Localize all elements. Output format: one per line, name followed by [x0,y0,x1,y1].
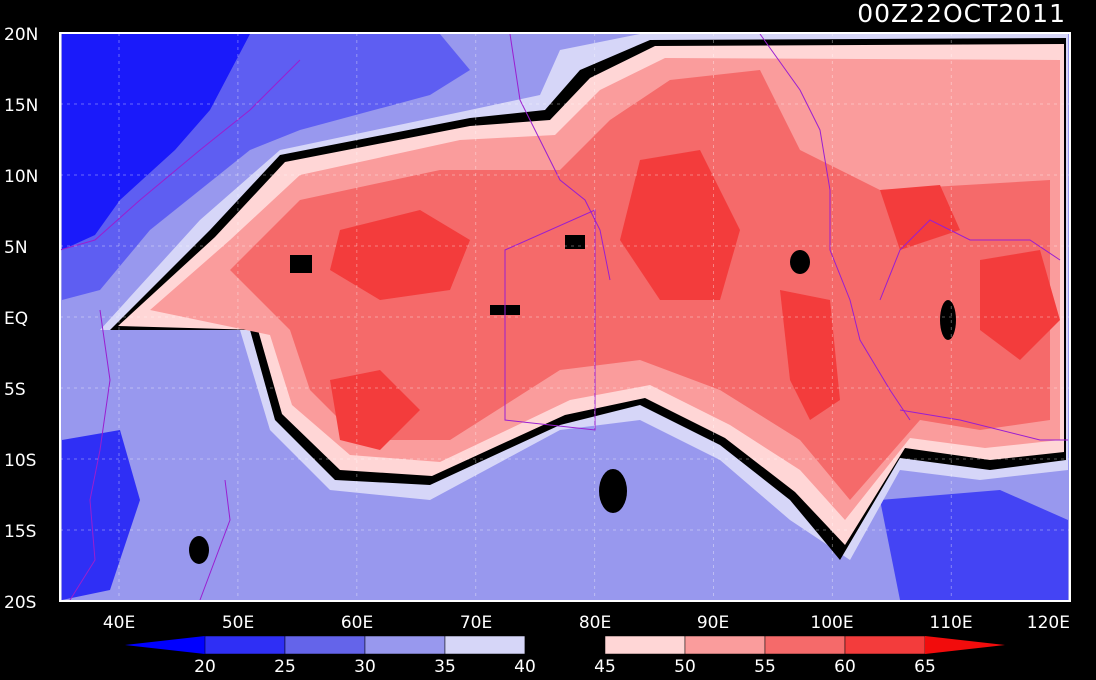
lon-label: 120E [1027,613,1070,633]
region-low-se [880,490,1068,600]
colorbar-swatch [524,635,606,655]
region-warm-max-5 [330,370,420,450]
colorbar-label: 65 [914,657,936,677]
pocket [189,536,209,564]
colorbar-swatch [284,635,366,655]
colorbar-label: 25 [274,657,296,677]
colorbar-swatch [684,635,766,655]
coastlines [59,33,1068,601]
colorbar-label: 40 [514,657,536,677]
pocket [290,255,312,273]
region-warm-max-3 [780,290,840,420]
region-warm-high [230,70,1050,500]
lat-label: 20N [4,25,38,45]
colorbar-label: 30 [354,657,376,677]
colorbar-swatch [444,635,526,655]
colorbar-swatch [844,635,926,655]
lon-label: 40E [103,613,135,633]
region-warm-max-6 [880,185,960,250]
pocket [940,300,956,340]
lon-label: 100E [810,613,853,633]
colorbar-arrow-left [125,636,205,654]
pocket [565,235,585,249]
region-very-low-sw [62,430,140,600]
colorbar-arrow-right [925,636,1005,654]
lat-label: 15N [4,96,38,116]
region-low [62,34,470,300]
colorbar-swatch [204,635,286,655]
lon-label: 60E [341,613,373,633]
lat-label: 5S [4,380,26,400]
colorbar [125,635,1005,655]
lon-label: 90E [697,613,729,633]
map-frame [59,32,1071,602]
pocket [599,469,627,513]
colorbar-label: 50 [674,657,696,677]
region-warm-max-2 [620,150,740,300]
colorbar-label: 60 [834,657,856,677]
lon-label: 70E [460,613,492,633]
colorbar-labels: 20 25 30 35 40 45 50 55 60 65 [194,657,936,677]
colorbar-swatch [364,635,446,655]
lat-label: 15S [4,522,36,542]
lon-label: 80E [579,613,611,633]
colorbar-swatch [604,635,686,655]
lon-label: 50E [222,613,254,633]
colorbar-label: 20 [194,657,216,677]
colorbar-swatch [764,635,846,655]
lat-label: 5N [4,238,28,258]
lat-label: 20S [4,593,36,613]
colorbar-label: 35 [434,657,456,677]
grid [60,33,1070,601]
map-title: 00Z22OCT2011 [857,0,1066,28]
region-warm-max-1 [330,210,470,300]
lat-label: 10N [4,167,38,187]
lat-label: 10S [4,451,36,471]
pocket [790,250,810,274]
region-warm-max-4 [980,250,1060,360]
colorbar-label: 55 [754,657,776,677]
lat-label: EQ [4,309,28,329]
colorbar-label: 45 [594,657,616,677]
contour-field [60,33,1070,601]
lon-label: 110E [929,613,972,633]
